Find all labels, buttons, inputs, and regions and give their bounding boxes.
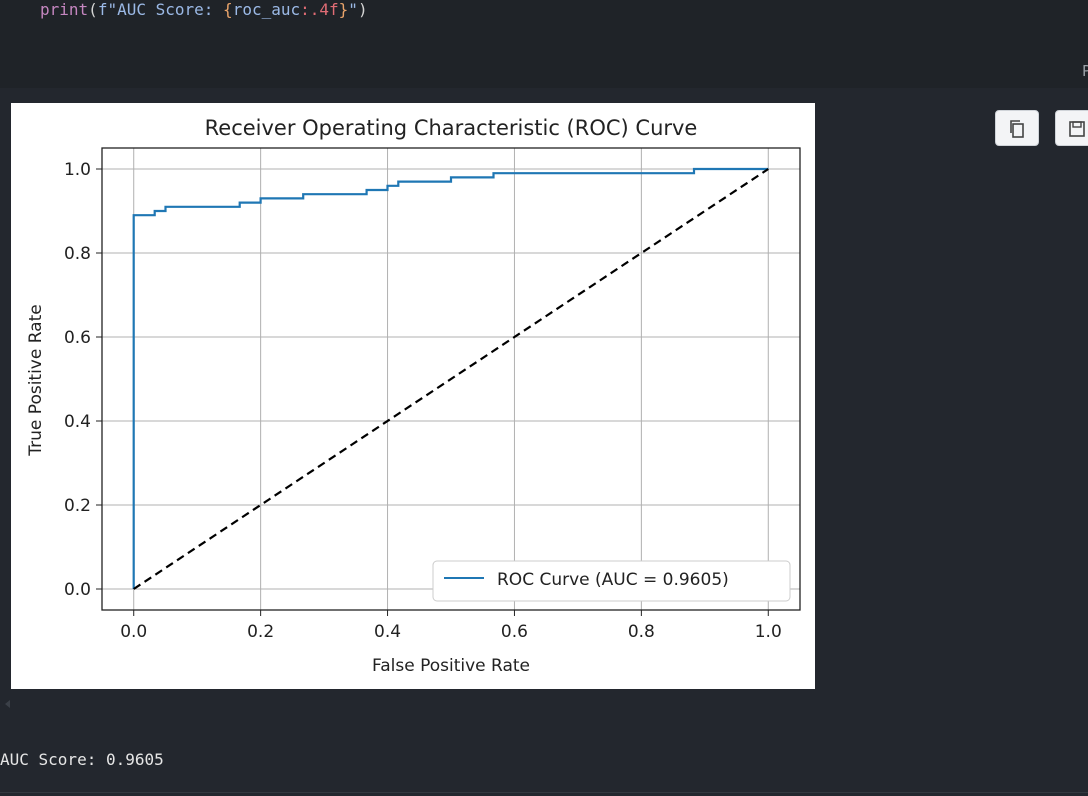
copy-icon	[1010, 120, 1024, 138]
x-tick-label: 0.8	[628, 622, 655, 642]
y-tick-label: 0.6	[64, 328, 91, 348]
copy-output-button[interactable]	[995, 110, 1039, 146]
y-tick-label: 0.2	[64, 496, 91, 516]
y-axis-label: True Positive Rate	[26, 304, 46, 456]
code-token-quote-close: "	[348, 0, 358, 19]
code-token-open-paren: (	[88, 0, 98, 19]
chart-title: Receiver Operating Characteristic (ROC) …	[205, 116, 698, 140]
code-cell[interactable]: print(f"AUC Score: {roc_auc:.4f}") P	[0, 0, 1088, 88]
legend-label: ROC Curve (AUC = 0.9605)	[497, 570, 729, 590]
y-tick-label: 1.0	[64, 160, 91, 180]
code-token-brace-close: }	[338, 0, 349, 19]
x-tick-label: 0.0	[120, 622, 147, 642]
scroll-left-arrow[interactable]	[5, 700, 10, 708]
code-token-format-spec: :.4f	[300, 0, 339, 19]
y-tick-label: 0.8	[64, 244, 91, 264]
x-axis-label: False Positive Rate	[372, 656, 530, 676]
roc-chart: Receiver Operating Characteristic (ROC) …	[26, 116, 801, 676]
code-token-close-paren: )	[357, 0, 368, 19]
cell-divider	[0, 792, 1088, 793]
save-icon	[1069, 121, 1085, 137]
code-line[interactable]: print(f"AUC Score: {roc_auc:.4f}")	[40, 0, 368, 21]
plot-image: Receiver Operating Characteristic (ROC) …	[11, 103, 815, 689]
code-token-func: print	[40, 0, 89, 19]
roc-curve-line	[132, 167, 769, 589]
code-token-variable: roc_auc	[232, 0, 301, 19]
y-tick-label: 0.0	[64, 580, 91, 600]
y-tick-label: 0.4	[64, 412, 91, 432]
plot-axes-frame	[101, 147, 801, 611]
legend-box	[432, 560, 791, 602]
chance-diagonal-line	[133, 168, 769, 590]
code-token-brace-open: {	[223, 0, 233, 19]
x-tick-label: 0.4	[374, 622, 401, 642]
x-tick-label: 1.0	[755, 622, 782, 642]
x-tick-label: 0.2	[247, 622, 274, 642]
stdout-text: AUC Score: 0.9605	[0, 750, 164, 769]
truncated-label: P	[1082, 62, 1088, 80]
chart-legend: ROC Curve (AUC = 0.9605)	[432, 560, 791, 602]
code-token-string-prefix: f"AUC Score:	[97, 0, 224, 19]
cell-output: Receiver Operating Characteristic (ROC) …	[0, 88, 1088, 796]
save-output-button[interactable]	[1055, 110, 1088, 146]
x-tick-label: 0.6	[501, 622, 528, 642]
